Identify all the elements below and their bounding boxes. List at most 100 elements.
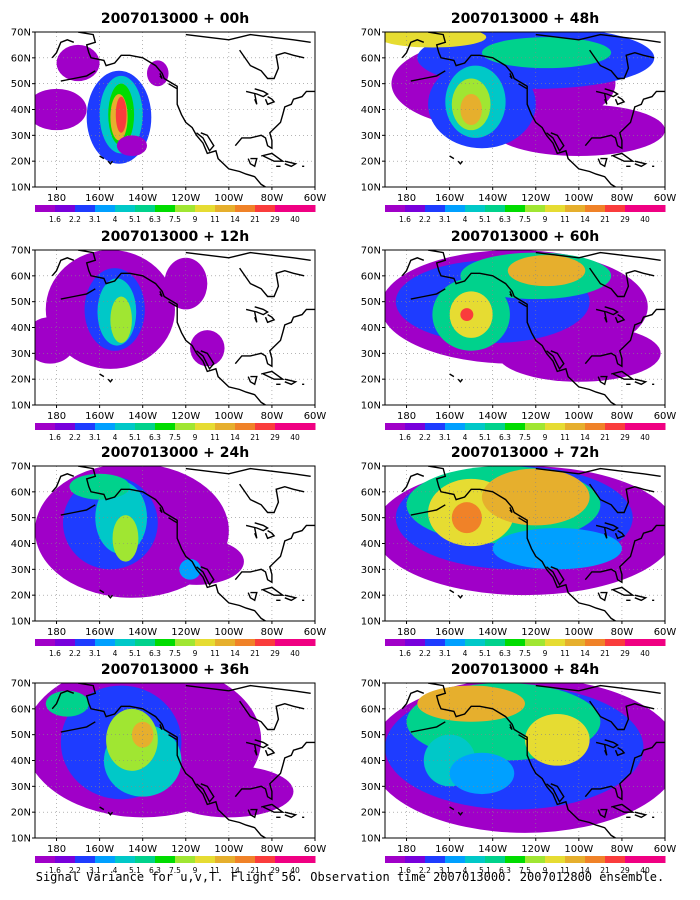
colorbar-label: 11 bbox=[210, 866, 220, 875]
colorbar-swatch bbox=[645, 639, 666, 646]
colorbar-swatch bbox=[525, 856, 546, 863]
variance-region bbox=[481, 468, 590, 526]
lat-tick-label: 50N bbox=[361, 730, 381, 741]
colorbar-swatch bbox=[55, 856, 76, 863]
colorbar-swatch bbox=[405, 423, 426, 430]
figure-caption: Signal Variance for u,v,T. Flight 56. Ob… bbox=[35, 870, 665, 884]
colorbar-swatch bbox=[175, 639, 196, 646]
colorbar-swatch bbox=[195, 639, 216, 646]
panel-title-24h: 2007013000 + 24h bbox=[101, 445, 249, 461]
colorbar-label: 3.1 bbox=[439, 649, 451, 658]
colorbar-label: 9 bbox=[193, 649, 198, 658]
colorbar-label: 4 bbox=[113, 866, 118, 875]
colorbar-swatch bbox=[35, 856, 56, 863]
variance-region bbox=[497, 324, 661, 382]
variance-region bbox=[35, 317, 76, 364]
colorbar-swatch bbox=[295, 639, 316, 646]
colorbar-swatch bbox=[385, 423, 406, 430]
coastline-36h bbox=[51, 683, 315, 838]
lon-tick-label: 80W bbox=[611, 627, 634, 638]
lon-tick-label: 180 bbox=[47, 627, 66, 638]
lat-tick-label: 50N bbox=[361, 297, 381, 308]
colorbar-label: 3.1 bbox=[439, 866, 451, 875]
colorbar-label: 21 bbox=[600, 433, 610, 442]
colorbar-swatch bbox=[445, 205, 466, 212]
lat-tick-label: 30N bbox=[11, 782, 31, 793]
colorbar-label: 9 bbox=[543, 215, 548, 224]
variance-region bbox=[56, 44, 100, 82]
colorbar-swatch bbox=[175, 205, 196, 212]
colorbar-swatch bbox=[155, 639, 176, 646]
colorbar-label: 9 bbox=[543, 433, 548, 442]
lat-tick-label: 40N bbox=[361, 105, 381, 116]
coastline-60h bbox=[401, 250, 665, 405]
colorbar-swatch bbox=[235, 423, 256, 430]
lon-tick-label: 80W bbox=[611, 193, 634, 204]
colorbar-label: 29 bbox=[270, 866, 280, 875]
colorbar-60h: 1.6 2.2 3.1 4 5.1 6.3 7.5 9 11 14 21 29 40 bbox=[385, 423, 666, 442]
colorbar-swatch bbox=[95, 639, 116, 646]
colorbar-swatch bbox=[425, 205, 446, 212]
colorbar-24h: 1.6 2.2 3.1 4 5.1 6.3 7.5 9 11 14 21 29 40 bbox=[35, 639, 316, 658]
colorbar-swatch bbox=[295, 205, 316, 212]
colorbar-label: 5.1 bbox=[129, 433, 141, 442]
map-panel-36h: 2007013000 + 36h 70N 60N 50N 40N 30N 20N 10N 180… bbox=[11, 662, 327, 875]
coastline-72h bbox=[401, 466, 665, 621]
lat-tick-label: 60N bbox=[11, 271, 31, 282]
lon-tick-label: 140W bbox=[128, 193, 157, 204]
colorbar-label: 4 bbox=[463, 433, 468, 442]
lat-tick-label: 10N bbox=[361, 401, 381, 412]
colorbar-swatch bbox=[625, 639, 646, 646]
lat-tick-label: 60N bbox=[361, 704, 381, 715]
colorbar-swatch bbox=[115, 856, 136, 863]
colorbar-label: 9 bbox=[543, 649, 548, 658]
variance-region bbox=[35, 88, 87, 131]
colorbar-swatch bbox=[625, 423, 646, 430]
lon-tick-label: 140W bbox=[128, 844, 157, 855]
variance-region bbox=[417, 685, 525, 722]
colorbar-swatch bbox=[155, 205, 176, 212]
colorbar-swatch bbox=[295, 856, 316, 863]
lon-tick-label: 140W bbox=[478, 844, 507, 855]
colorbar-swatch bbox=[55, 205, 76, 212]
panel-title-00h: 2007013000 + 00h bbox=[101, 11, 249, 27]
colorbar-swatch bbox=[565, 639, 586, 646]
colorbar-label: 29 bbox=[620, 866, 630, 875]
colorbar-swatch bbox=[195, 205, 216, 212]
variance-region bbox=[164, 257, 208, 310]
colorbar-label: 9 bbox=[193, 215, 198, 224]
lon-tick-label: 120W bbox=[521, 844, 550, 855]
colorbar-label: 14 bbox=[580, 433, 590, 442]
colorbar-swatch bbox=[605, 205, 626, 212]
colorbar-label: 21 bbox=[600, 649, 610, 658]
lat-tick-label: 20N bbox=[11, 808, 31, 819]
colorbar-label: 21 bbox=[600, 215, 610, 224]
colorbar-swatch bbox=[425, 856, 446, 863]
variance-region bbox=[460, 308, 474, 322]
lon-tick-label: 100W bbox=[214, 411, 243, 422]
variance-region bbox=[507, 255, 586, 287]
colorbar-label: 2.2 bbox=[419, 433, 431, 442]
colorbar-swatch bbox=[175, 423, 196, 430]
colorbar-label: 5.1 bbox=[479, 433, 491, 442]
colorbar-swatch bbox=[485, 423, 506, 430]
lat-tick-label: 20N bbox=[11, 375, 31, 386]
colorbar-swatch bbox=[135, 639, 156, 646]
map-grid-36h bbox=[35, 683, 316, 838]
colorbar-swatch bbox=[525, 205, 546, 212]
lat-tick-label: 20N bbox=[361, 375, 381, 386]
colorbar-swatch bbox=[35, 423, 56, 430]
colorbar-label: 4 bbox=[113, 649, 118, 658]
lon-tick-label: 60W bbox=[304, 627, 327, 638]
coastline-24h bbox=[51, 466, 315, 621]
colorbar-swatch bbox=[385, 856, 406, 863]
colorbar-label: 2.2 bbox=[419, 649, 431, 658]
lat-tick-label: 70N bbox=[11, 462, 31, 473]
colorbar-swatch bbox=[235, 856, 256, 863]
lon-tick-label: 100W bbox=[214, 844, 243, 855]
colorbar-swatch bbox=[465, 205, 486, 212]
colorbar-swatch bbox=[565, 205, 586, 212]
colorbar-label: 2.2 bbox=[69, 866, 81, 875]
colorbar-label: 4 bbox=[463, 649, 468, 658]
lat-tick-label: 70N bbox=[11, 246, 31, 257]
